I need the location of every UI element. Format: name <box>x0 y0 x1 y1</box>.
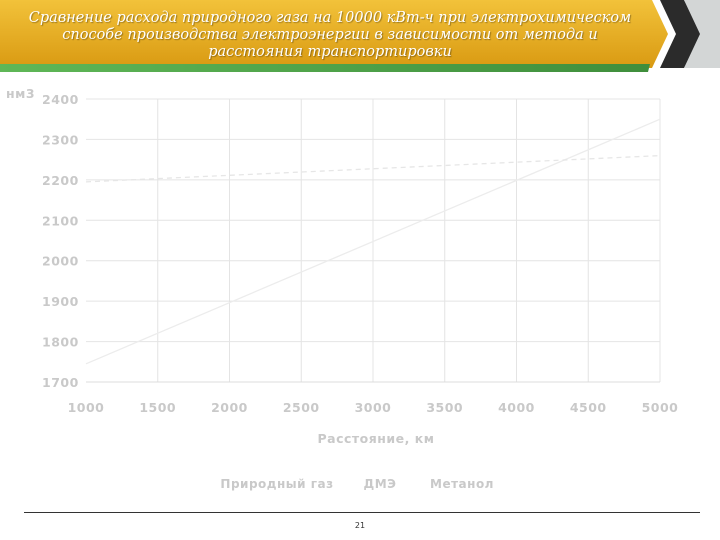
footer-divider <box>24 512 700 513</box>
y-tick-label: 1800 <box>42 335 79 350</box>
chart-svg: 2400 2300 2200 2100 2000 1900 1800 1700 1000 1500… <box>6 86 678 491</box>
banner-chevron-light <box>684 0 720 68</box>
series-layer <box>85 118 661 365</box>
y-tick-label: 2300 <box>42 132 79 147</box>
legend: Природный газ ДМЭ Метанол <box>220 477 494 491</box>
x-tick-label: 1000 <box>68 400 105 415</box>
x-tick-label: 4000 <box>498 400 535 415</box>
y-tick-label: 1700 <box>42 375 79 390</box>
x-tick-label: 2500 <box>283 400 320 415</box>
legend-item-label: Природный газ <box>220 477 333 491</box>
banner-graphic <box>0 0 720 72</box>
legend-item-label: ДМЭ <box>364 477 397 491</box>
banner-yellow-shape <box>0 0 668 68</box>
x-tick-label: 1500 <box>139 400 176 415</box>
x-tick-label: 2000 <box>211 400 248 415</box>
grid-layer <box>86 98 661 383</box>
tick-layer: 2400 2300 2200 2100 2000 1900 1800 1700 1000 1500… <box>42 92 678 415</box>
x-tick-label: 3000 <box>355 400 392 415</box>
banner-green-bar <box>0 64 650 72</box>
y-tick-label: 2200 <box>42 173 79 188</box>
series-line-dme <box>85 154 661 183</box>
slide-title: Сравнение расхода природного газа на 100… <box>28 10 632 60</box>
x-tick-label: 5000 <box>642 400 679 415</box>
y-axis-label: нм3 <box>6 86 35 101</box>
y-tick-label: 1900 <box>42 294 79 309</box>
title-banner: Сравнение расхода природного газа на 100… <box>0 0 720 72</box>
y-tick-label: 2000 <box>42 254 79 269</box>
legend-item-label: Метанол <box>430 477 494 491</box>
x-tick-label: 4500 <box>570 400 607 415</box>
x-axis-label: Расстояние, км <box>318 431 435 446</box>
x-tick-label: 3500 <box>426 400 463 415</box>
y-tick-label: 2100 <box>42 213 79 228</box>
page-number: 21 <box>354 521 366 530</box>
chart: 2400 2300 2200 2100 2000 1900 1800 1700 1000 1500… <box>0 72 720 512</box>
y-tick-label: 2400 <box>42 92 79 107</box>
